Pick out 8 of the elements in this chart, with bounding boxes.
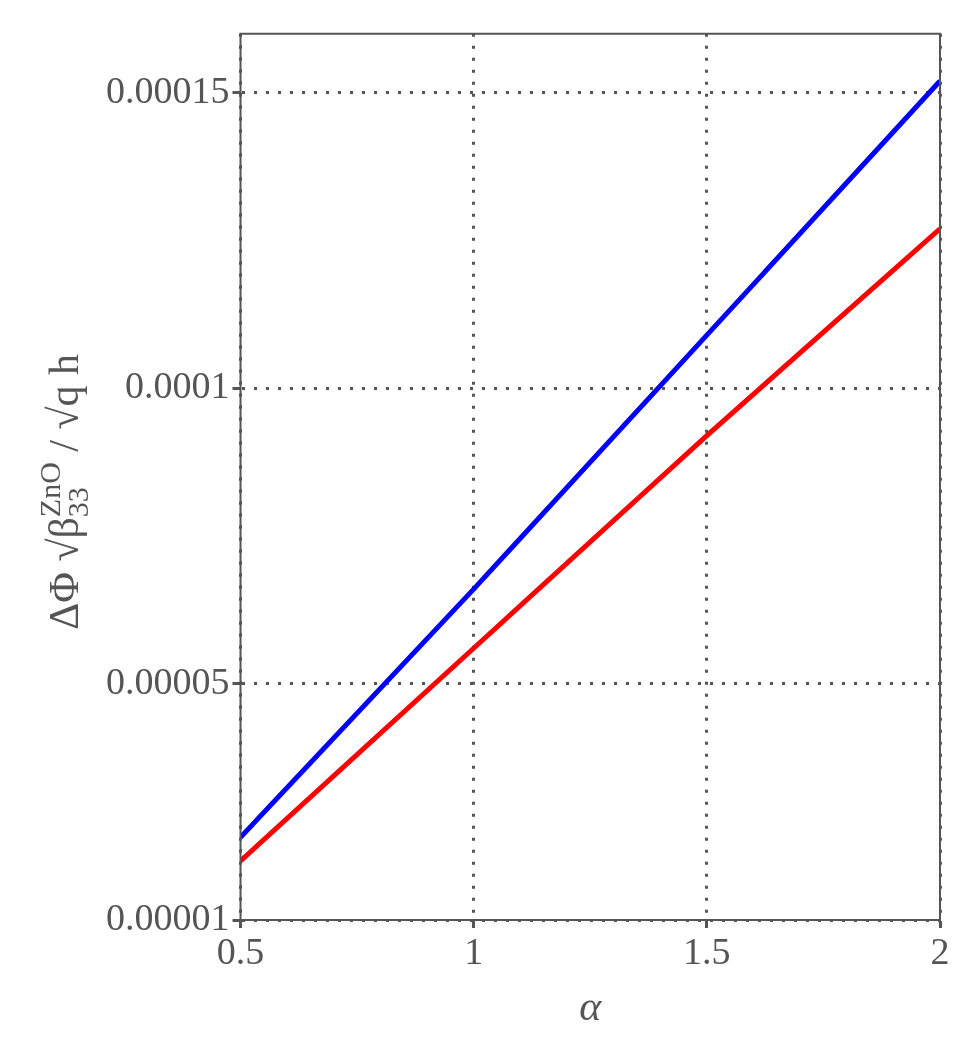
y-tick-label: 0.0001 [125, 364, 230, 407]
y-axis-title: ΔΦ √β33ZnO / √q h [33, 353, 94, 630]
x-tick-label: 1 [464, 929, 484, 972]
y-tick-label: 0.00005 [106, 659, 230, 702]
x-tick-label: 2 [930, 929, 950, 972]
y-tick-label: 0.00015 [106, 68, 230, 111]
x-tick-label: 1.5 [683, 929, 731, 972]
x-axis-title: α [579, 982, 603, 1029]
